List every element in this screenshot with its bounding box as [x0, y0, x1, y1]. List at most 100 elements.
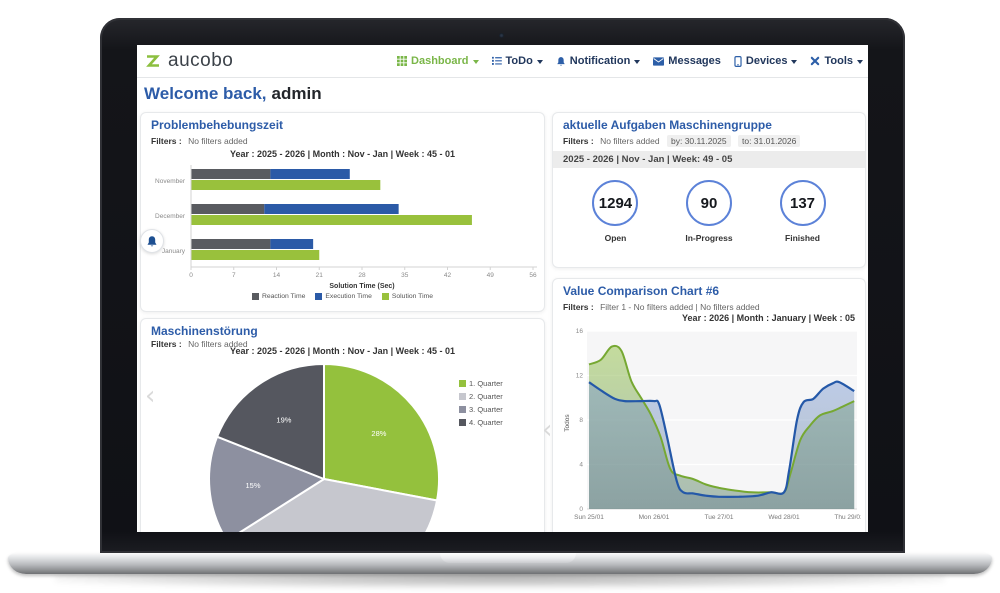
x-tick-label: 14 — [273, 272, 281, 279]
y-tick-label: 4 — [579, 462, 583, 469]
panel-maschinenstoerung: Maschinenstörung Filters : No filters ad… — [140, 318, 545, 532]
y-axis-label: Todos — [564, 414, 571, 432]
x-tick-label: 42 — [444, 272, 452, 279]
nav-item-label: Notification — [569, 55, 631, 67]
legend-label: 3. Quarter — [469, 405, 503, 414]
x-tick-label: Tue 27/01 — [704, 514, 733, 521]
app-screen: aucobo Dashboard — [137, 45, 868, 532]
filters-label: Filters : — [563, 136, 594, 146]
filters-value: No filters added — [188, 136, 248, 146]
stat-finished: 137 Finished — [779, 180, 826, 243]
notification-fab-button[interactable] — [140, 229, 164, 253]
chart-title: Year : 2025 - 2026 | Month : Nov - Jan |… — [230, 346, 455, 356]
legend-label: Solution Time — [391, 293, 434, 300]
panel-value-comparison: Value Comparison Chart #6 Filters : Filt… — [552, 278, 866, 532]
stat-circle: 137 — [779, 180, 826, 226]
x-tick-label: 56 — [529, 272, 537, 279]
mobile-device-icon — [734, 55, 742, 67]
nav-item-messages[interactable]: Messages — [653, 55, 721, 67]
chart-title: Year : 2026 | Month : January | Week : 0… — [682, 313, 855, 323]
stat-value: 90 — [700, 194, 718, 212]
area-line-blue — [588, 380, 855, 498]
nav-item-notification[interactable]: Notification — [556, 55, 641, 67]
carousel-prev-button[interactable]: ‹ — [145, 381, 156, 411]
bar-chart: November December January 0 7 14 21 28 35 42 49 56 S… — [155, 165, 537, 290]
filter-to-pill[interactable]: to: 31.01.2026 — [738, 135, 801, 147]
legend-item: 2. Quarter — [459, 392, 503, 401]
nav-item-label: Dashboard — [411, 55, 469, 67]
y-tick-label: 16 — [576, 328, 584, 335]
filters-value: Filter 1 - No filters added | No filters… — [600, 302, 760, 312]
pie-slice-label: 19% — [276, 416, 291, 425]
filters-label: Filters : — [151, 339, 182, 349]
legend-swatch — [315, 293, 323, 300]
legend-swatch — [459, 406, 466, 413]
nav-menu: Dashboard ToDo — [397, 55, 863, 67]
caret-down-icon — [536, 59, 543, 64]
aucobo-logo-icon — [146, 55, 160, 67]
filters-row: Filters : No filters added — [151, 136, 248, 146]
period-strip: 2025 - 2026 | Nov - Jan | Week: 49 - 05 — [553, 151, 865, 168]
stat-label: Open — [604, 233, 627, 243]
carousel-prev-button[interactable]: ‹ — [542, 415, 553, 445]
pie-slice — [216, 363, 325, 480]
legend-label: 4. Quarter — [469, 418, 503, 427]
nav-item-label: Devices — [745, 55, 788, 67]
x-tick-label: 7 — [232, 272, 236, 279]
filter-by-pill[interactable]: by: 30.11.2025 — [667, 135, 731, 147]
panel-title: Value Comparison Chart #6 — [563, 284, 720, 298]
caret-down-icon — [857, 59, 863, 64]
laptop-bezel: aucobo Dashboard — [100, 18, 905, 553]
legend-swatch — [459, 393, 466, 400]
stat-circle: 90 — [685, 180, 732, 226]
logo-text: aucobo — [168, 50, 234, 71]
nav-item-label: Tools — [824, 55, 853, 67]
legend-item: 3. Quarter — [459, 405, 503, 414]
envelope-icon — [653, 56, 665, 66]
pie-slice-label: 15% — [246, 481, 261, 490]
legend-label: 1. Quarter — [469, 379, 503, 388]
x-axis-label: Solution Time (Sec) — [329, 283, 394, 290]
legend-swatch — [251, 293, 259, 300]
nav-item-devices[interactable]: Devices — [734, 55, 798, 67]
dashboard-grid-icon — [397, 56, 408, 66]
legend-label: Reaction Time — [261, 293, 306, 300]
bar-chart-legend: Reaction Time Execution Time Solution Ti… — [141, 293, 544, 300]
filters-value: No filters added — [188, 339, 248, 349]
aucobo-logo[interactable]: aucobo — [144, 50, 233, 72]
pie-slice — [208, 435, 325, 532]
filters-row: Filters : No filters added — [151, 339, 248, 349]
caret-down-icon — [472, 59, 479, 64]
nav-item-dashboard[interactable]: Dashboard — [397, 55, 479, 67]
legend-label: Execution Time — [325, 293, 372, 300]
bar-segment-execution — [264, 204, 399, 214]
pie-chart-legend: 1. Quarter 2. Quarter 3. Quarter 4. Quar… — [459, 379, 503, 427]
webcam-dot — [499, 33, 504, 38]
bar-category-label: January — [162, 248, 186, 255]
stat-open: 1294 Open — [592, 180, 639, 243]
bar-segment-solution — [191, 215, 472, 225]
bar-segment-reaction — [191, 169, 271, 179]
legend-item: Execution Time — [315, 293, 372, 300]
filters-row: Filters : Filter 1 - No filters added | … — [563, 302, 760, 312]
stat-in-progress: 90 In-Progress — [685, 180, 733, 243]
nav-item-todo[interactable]: ToDo — [491, 55, 543, 67]
bell-icon — [557, 56, 565, 66]
x-tick-label: 0 — [189, 272, 193, 279]
legend-label: 2. Quarter — [469, 392, 503, 401]
panel-aktuelle-aufgaben: aktuelle Aufgaben Maschinengruppe Filter… — [552, 112, 866, 268]
x-tick-label: Wed 28/01 — [768, 514, 800, 521]
filters-label: Filters : — [563, 302, 594, 312]
pie-slice — [238, 478, 438, 532]
welcome-greeting: Welcome back, — [144, 84, 267, 103]
filters-value: No filters added — [600, 136, 660, 146]
stat-circle: 1294 — [592, 180, 639, 226]
nav-item-tools[interactable]: Tools — [810, 55, 863, 67]
welcome-heading: Welcome back, admin — [144, 84, 322, 104]
laptop-base-notch — [440, 553, 576, 563]
panel-title: Maschinenstörung — [151, 324, 258, 338]
caret-down-icon — [634, 59, 641, 64]
area-fill-blue — [589, 381, 855, 509]
legend-swatch — [381, 293, 389, 300]
